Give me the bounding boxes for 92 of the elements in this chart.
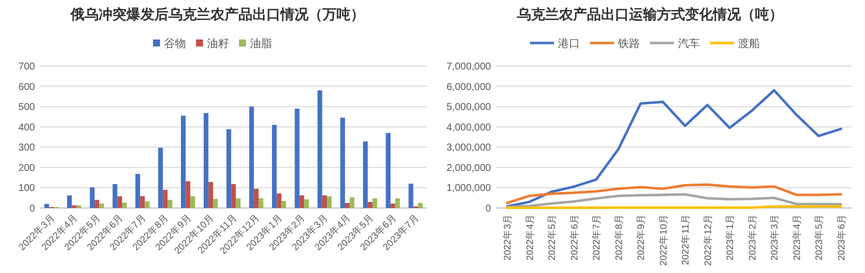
- bar: [213, 198, 218, 208]
- bar: [144, 202, 150, 208]
- bar: [363, 141, 368, 208]
- legend-label: 油籽: [207, 37, 229, 50]
- bar: [249, 106, 254, 208]
- y-tick-label: 700: [18, 62, 36, 72]
- line-series: [506, 183, 842, 204]
- bar: [350, 197, 354, 208]
- legend-label: 港口: [558, 37, 580, 50]
- y-tick-label: 7,000,000: [446, 62, 492, 72]
- bar: [226, 129, 232, 208]
- bar: [344, 202, 350, 208]
- x-tick-label: 2022年8月: [612, 214, 625, 260]
- bar: [318, 90, 322, 208]
- x-tick-label: 2022年11月: [680, 214, 692, 265]
- legend-label: 油脂: [250, 37, 272, 50]
- y-tick-label: 400: [18, 122, 36, 134]
- bar: [386, 132, 390, 208]
- legend-label: 汽车: [678, 37, 700, 50]
- x-tick-label: 2022年4月: [524, 214, 536, 260]
- y-tick-label: 6,000,000: [446, 82, 492, 93]
- bar: [272, 124, 277, 208]
- y-tick-label: 300: [18, 142, 36, 154]
- bar: [326, 196, 332, 208]
- x-tick-label: 2022年6月: [568, 214, 580, 260]
- bar: [390, 204, 396, 208]
- bar: [117, 196, 122, 208]
- bar: [44, 204, 50, 208]
- bar: [299, 195, 304, 208]
- bar: [72, 205, 76, 208]
- bar: [140, 196, 145, 208]
- x-tick-label: 2023年4月: [790, 214, 803, 260]
- y-tick-label: 1,000,000: [446, 183, 492, 194]
- y-tick-label: 0: [485, 204, 492, 214]
- x-tick-label: 2022年5月: [546, 214, 558, 260]
- y-tick-label: 100: [18, 183, 36, 194]
- legend-label: 铁路: [617, 38, 640, 50]
- x-tick-label: 2022年9月: [635, 214, 648, 260]
- bar: [408, 184, 414, 208]
- bar: [204, 113, 208, 208]
- bar: [368, 202, 372, 208]
- y-tick-label: 4,000,000: [446, 122, 492, 134]
- bar: [418, 202, 423, 208]
- bar: [395, 198, 400, 208]
- bar: [340, 118, 345, 208]
- bar: [294, 108, 300, 208]
- line-series: [506, 193, 842, 208]
- bar: [258, 198, 264, 208]
- bar: [236, 198, 241, 208]
- y-tick-label: 0: [29, 204, 36, 214]
- bar: [168, 200, 172, 208]
- bar: [304, 199, 309, 208]
- bar: [186, 181, 190, 208]
- y-tick-label: 200: [18, 162, 36, 174]
- x-tick-label: 2022年10月: [657, 214, 670, 266]
- legend-label: 谷物: [164, 38, 186, 50]
- bar: [180, 116, 186, 208]
- bar: [254, 188, 259, 208]
- x-tick-label: 2022年12月: [702, 214, 714, 266]
- chart-title: 俄乌冲突爆发后乌克兰农产品出口情况（万吨）: [70, 6, 364, 22]
- bar: [322, 195, 327, 208]
- bar: [190, 196, 196, 208]
- x-tick-label: 2023年2月: [746, 214, 758, 260]
- bar: [135, 174, 140, 208]
- bar: [281, 200, 286, 208]
- y-tick-label: 3,000,000: [446, 142, 492, 154]
- x-tick-label: 2023年6月: [835, 214, 848, 260]
- line-series: [506, 89, 842, 208]
- bar: [76, 205, 82, 208]
- bar: [276, 193, 282, 208]
- y-tick-label: 500: [18, 102, 36, 114]
- bar: [162, 190, 168, 208]
- y-tick-label: 600: [18, 82, 36, 93]
- bar: [112, 184, 118, 208]
- bar: [231, 184, 236, 208]
- chart-title: 乌克兰农产品出口运输方式变化情况（吨）: [516, 6, 783, 22]
- x-tick-label: 2023年5月: [813, 214, 826, 260]
- y-tick-label: 2,000,000: [446, 162, 492, 174]
- x-tick-label: 2023年1月: [724, 214, 736, 260]
- x-tick-label: 2023年3月: [768, 214, 781, 260]
- legend-label: 渡船: [738, 37, 760, 50]
- x-tick-label: 2022年7月: [590, 214, 603, 260]
- bar: [94, 200, 100, 208]
- bar: [372, 198, 378, 208]
- bar: [158, 148, 163, 208]
- bar: [67, 195, 72, 208]
- x-tick-label: 2022年3月: [502, 214, 514, 260]
- bar: [99, 204, 104, 208]
- bar: [90, 187, 95, 208]
- y-tick-label: 5,000,000: [446, 102, 492, 114]
- bar: [122, 202, 127, 208]
- bar: [208, 182, 214, 208]
